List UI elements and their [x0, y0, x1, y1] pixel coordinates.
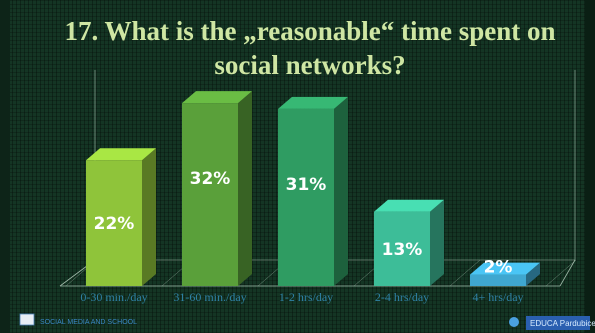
educa-logo-icon — [509, 317, 519, 327]
category-label-1: 0-30 min./day — [80, 290, 147, 304]
bar-top-face — [470, 262, 540, 275]
data-label-3: 31% — [286, 175, 327, 195]
bar-3: 31% — [278, 96, 348, 286]
bar-top-face — [278, 96, 348, 109]
bar-side-face — [238, 91, 252, 287]
bar-top-face — [182, 91, 252, 104]
bar-front-face — [470, 274, 526, 286]
data-label-4: 13% — [382, 240, 423, 260]
bar-side-face — [334, 96, 348, 286]
category-labels-group: 0-30 min./day 31-60 min./day 1-2 hrs/day 2-… — [80, 290, 523, 304]
bar-top-face — [374, 199, 444, 212]
educa-logo-badge — [526, 316, 590, 330]
bar-front-face — [86, 160, 142, 286]
bar-5: 2% — [470, 258, 540, 286]
category-label-2: 31-60 min./day — [173, 290, 246, 304]
data-label-1: 22% — [94, 214, 135, 234]
school-logo-icon — [19, 313, 35, 326]
category-label-5: 4+ hrs/day — [472, 290, 523, 304]
bar-4: 13% — [374, 199, 444, 286]
data-label-5: 2% — [484, 258, 513, 278]
bar-2: 32% — [182, 91, 252, 287]
data-label-2: 32% — [190, 169, 231, 189]
bar-side-face — [430, 199, 444, 286]
bar-front-face — [374, 211, 430, 286]
bar-1: 22% — [86, 148, 156, 286]
floor-divider-line — [545, 259, 577, 287]
bar-side-face — [526, 262, 540, 286]
floor-divider-line — [449, 259, 481, 287]
footer-right-text: EDUCA Pardubice — [530, 319, 595, 328]
right-panel-edge — [585, 0, 595, 333]
floor-right-edge — [559, 259, 576, 287]
chart-title-line-2: social networks? — [214, 50, 405, 80]
footer-left-text: SOCIAL MEDIA AND SCHOOL — [40, 319, 137, 326]
bar-top-face — [86, 148, 156, 161]
chart-title-line-1: 17. What is the „reasonable“ time spent … — [64, 16, 555, 46]
bar-front-face — [182, 103, 238, 287]
bar-side-face — [142, 148, 156, 286]
category-label-3: 1-2 hrs/day — [279, 290, 333, 304]
category-label-4: 2-4 hrs/day — [375, 290, 429, 304]
left-panel-edge — [0, 0, 10, 333]
bars-group: 22% 32% 31% 13% 2% — [86, 91, 540, 287]
bar-front-face — [278, 108, 334, 286]
